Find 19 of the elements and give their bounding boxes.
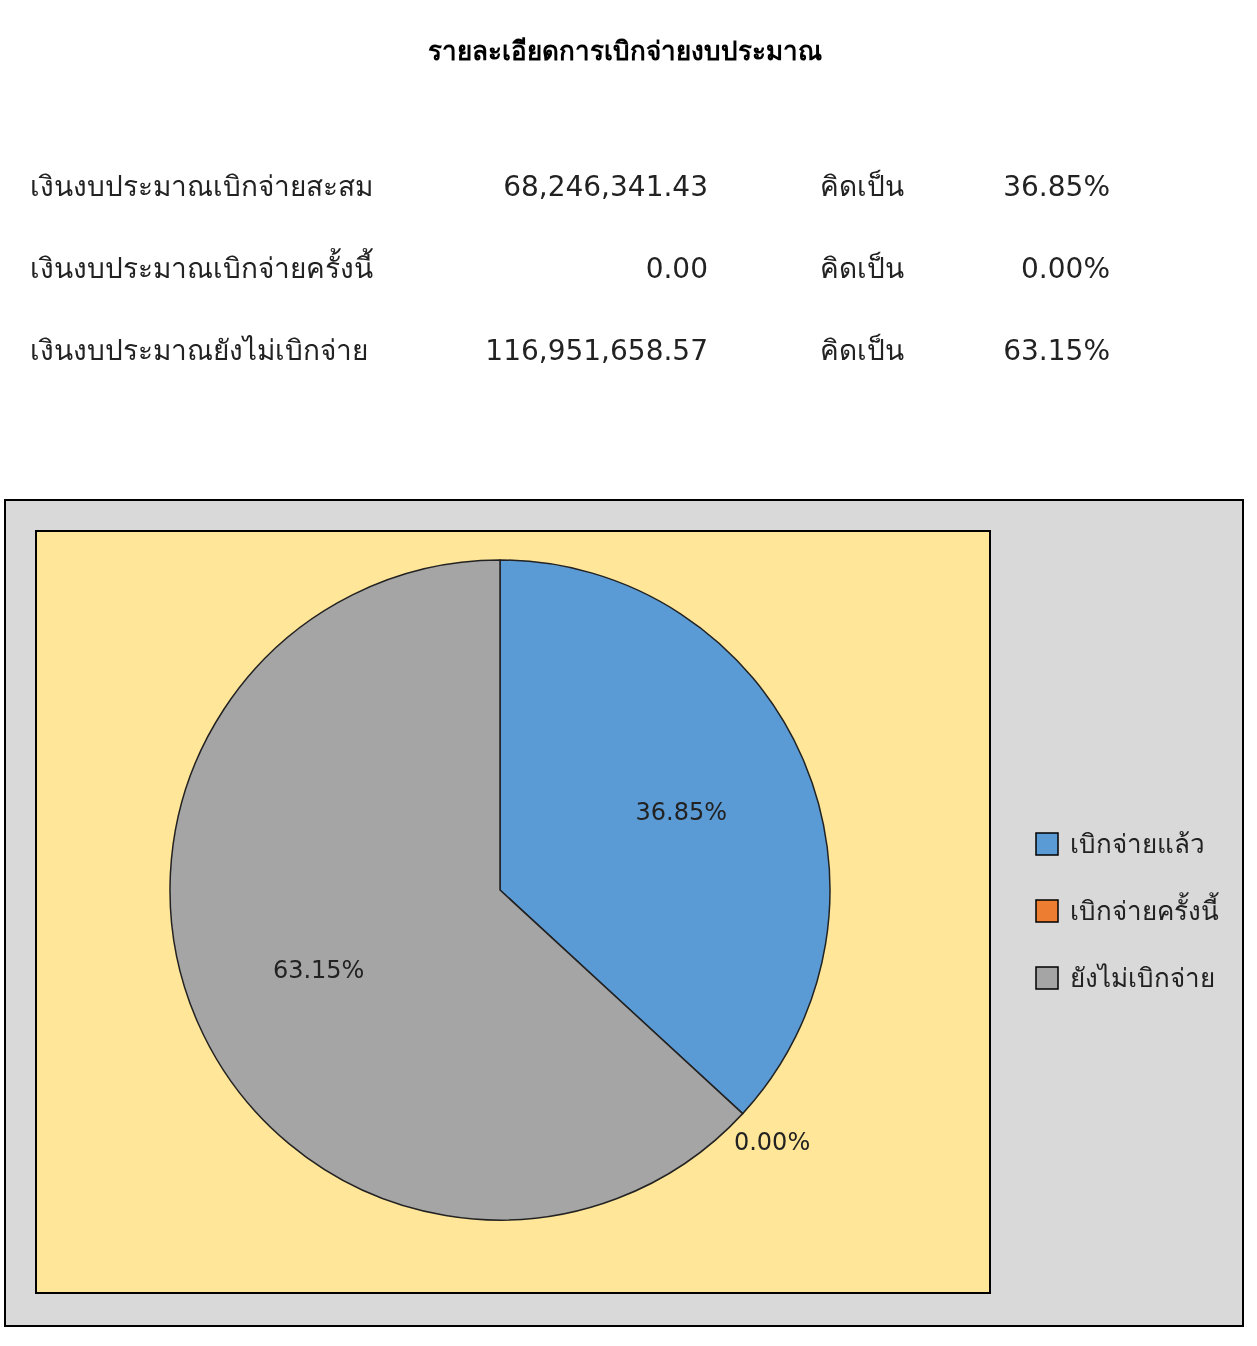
text: เงินงบประมาณเบิกจ่ายครั้งนี้ [30,248,373,285]
legend-label: เบิกจ่ายครั้งนี้ [1070,892,1219,926]
text: 0.00 [645,252,708,285]
legend-label: ยังไม่เบิกจ่าย [1070,963,1215,993]
text: 36.85% [1003,170,1110,203]
text: รายละเอียดการเบิกจ่ายงบประมาณ [428,36,822,66]
data-label: 63.15% [272,956,365,985]
text: 116,951,658.57 [485,334,708,367]
data-label: 36.85% [635,797,728,826]
text: 68,246,341.43 [503,170,708,203]
text: เงินงบประมาณยังไม่เบิกจ่าย [30,334,368,367]
text: คิดเป็น [820,333,904,367]
text: คิดเป็น [820,251,904,285]
text: 63.15% [1003,334,1110,367]
text: 0.00% [733,1127,811,1156]
text: เงินงบประมาณเบิกจ่ายสะสม [30,170,373,203]
text: คิดเป็น [820,169,904,203]
legend-label: เบิกจ่ายแล้ว [1070,829,1205,859]
text: 0.00% [1021,252,1110,285]
